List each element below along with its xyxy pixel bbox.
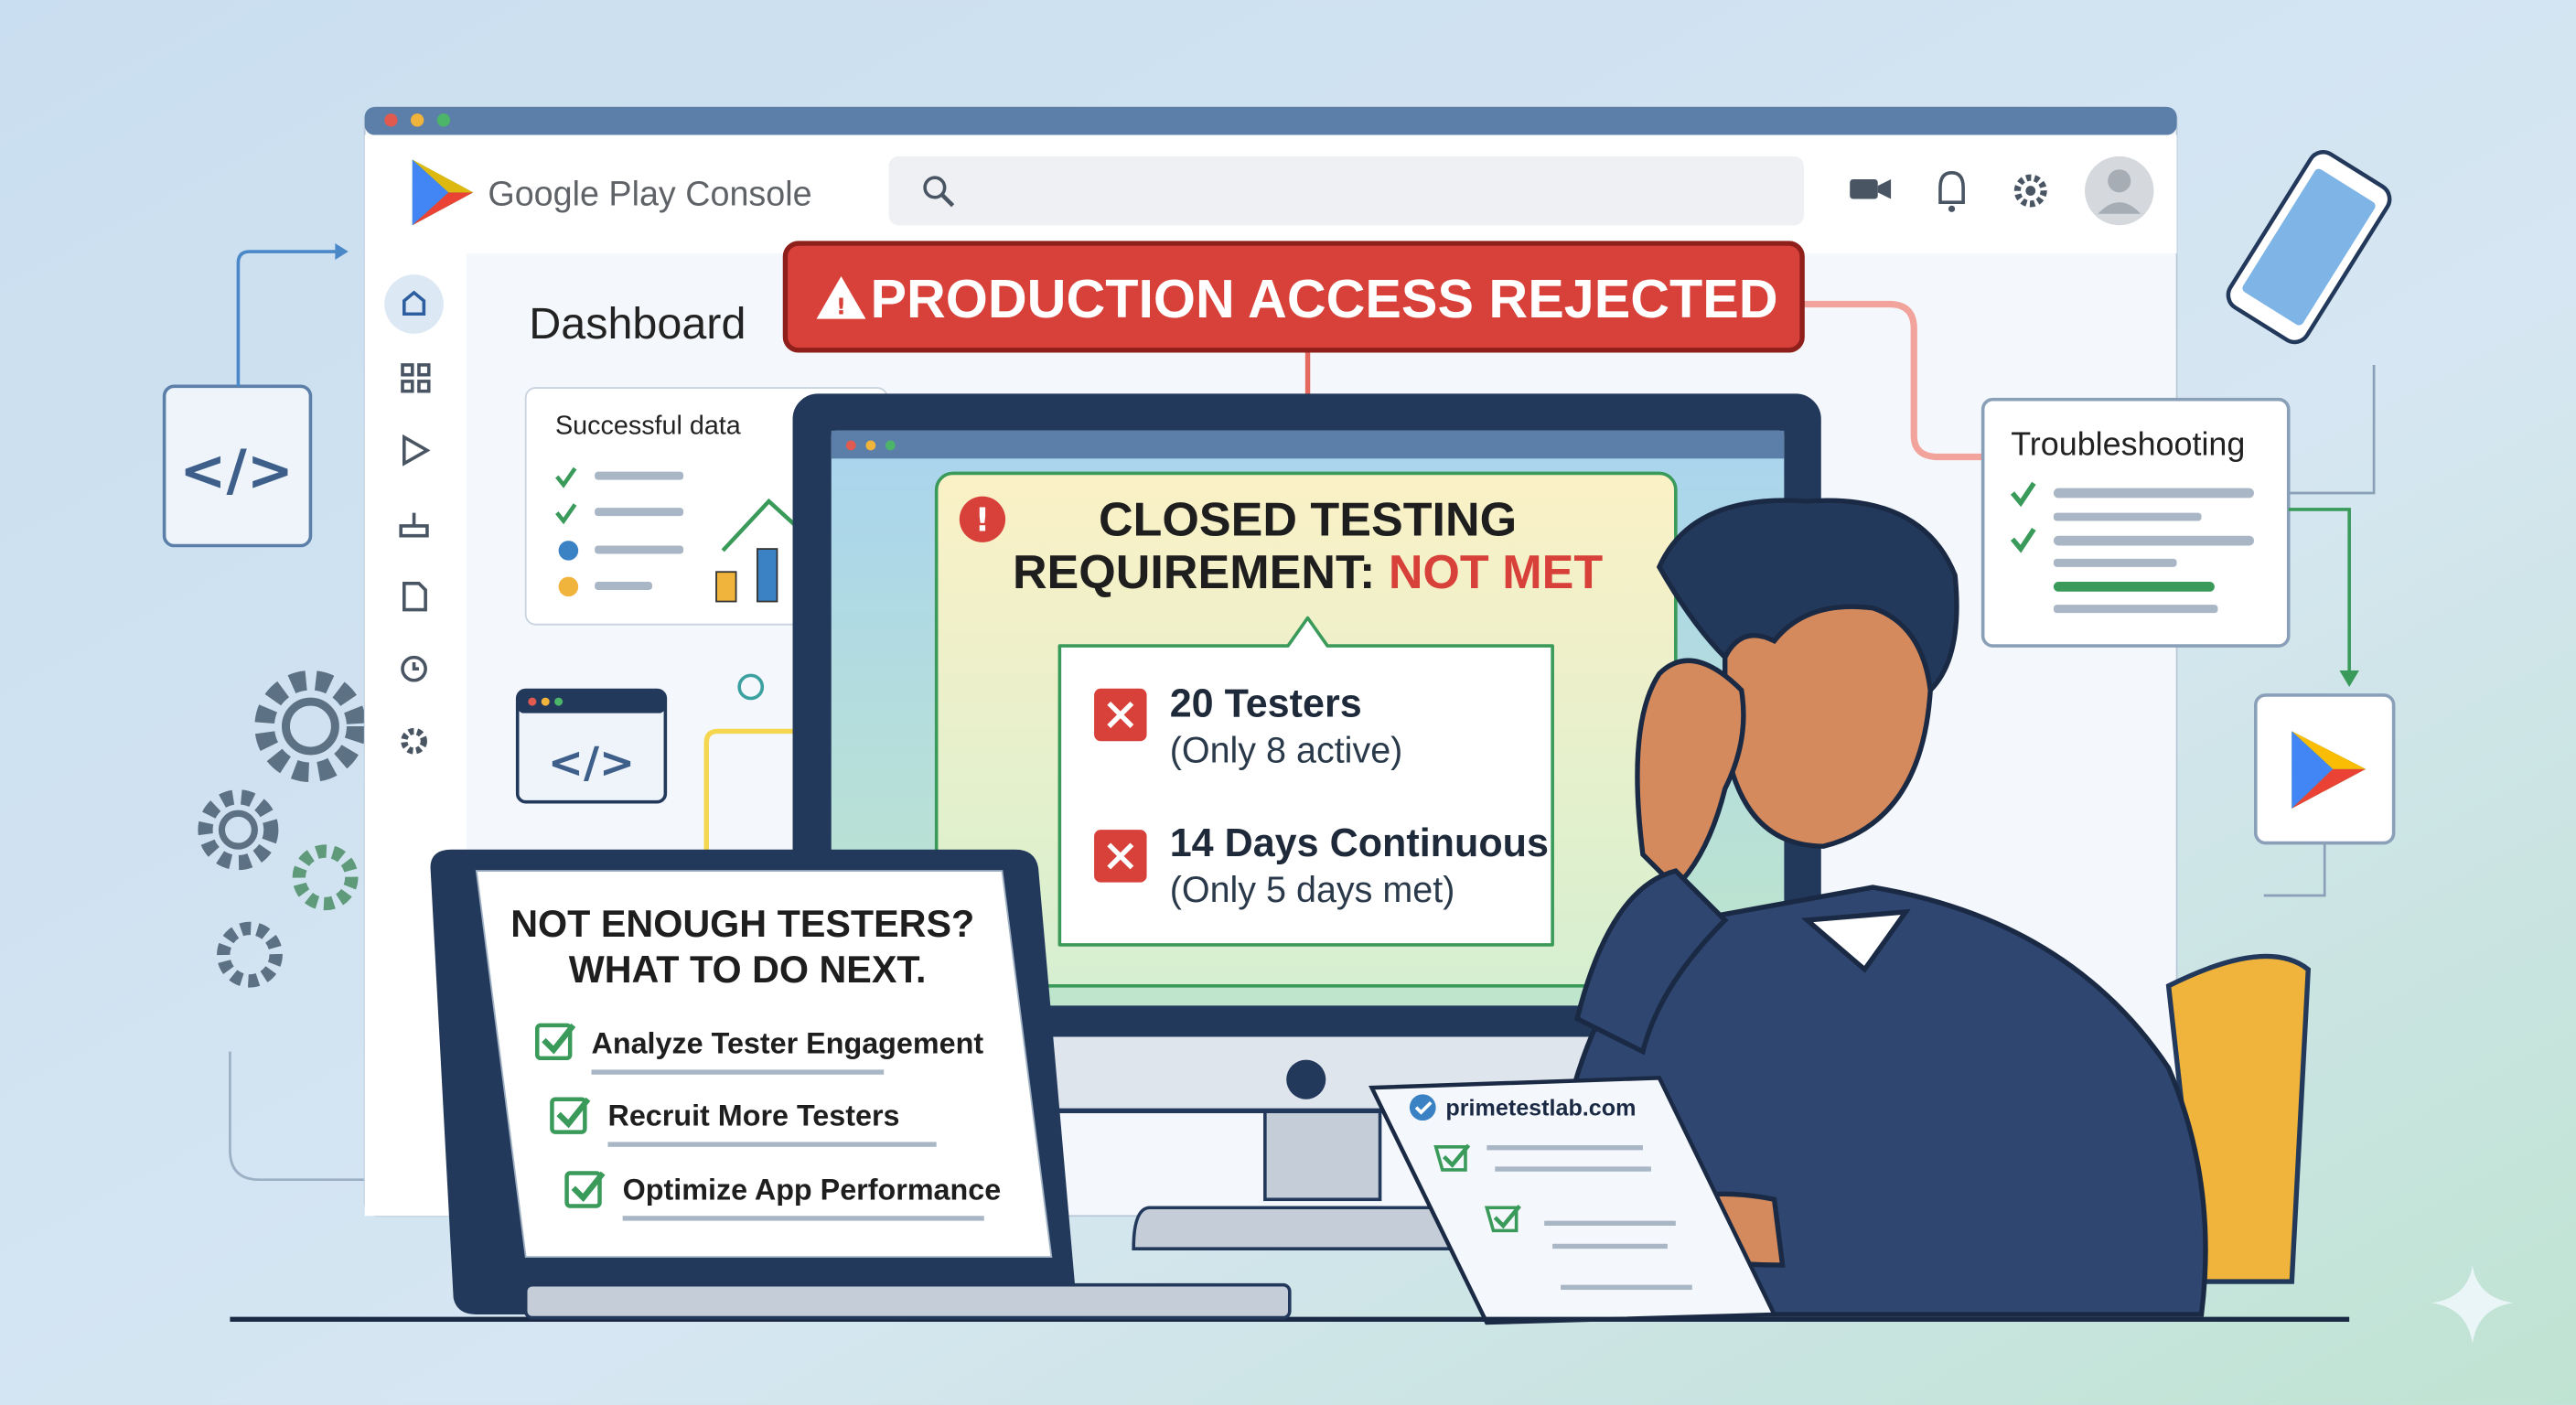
document-icon	[402, 581, 427, 612]
tablet-item-3: Optimize App Performance	[564, 1171, 1002, 1221]
minimize-dot	[410, 113, 424, 127]
check-icon	[2010, 481, 2036, 553]
svg-text:Optimize App Performance: Optimize App Performance	[623, 1173, 1002, 1206]
svg-text:</>: </>	[548, 739, 635, 788]
sparkle-icon	[2431, 1265, 2514, 1345]
paper-site: primetestlab.com	[1445, 1096, 1636, 1121]
tablet-item-1: Analyze Tester Engagement	[535, 1023, 984, 1075]
gear-icon[interactable]	[2013, 174, 2047, 208]
code-card-left: </>	[162, 243, 349, 548]
checklist-paper: primetestlab.com	[1368, 1076, 1778, 1325]
closed-testing-alert: ! CLOSED TESTING REQUIREMENT: NOT MET 20…	[934, 471, 1678, 988]
inbox-icon	[399, 512, 429, 538]
check-icon	[555, 467, 577, 525]
tablet-title-line1: NOT ENOUGH TESTERS?	[510, 903, 974, 945]
sidebar-icons[interactable]	[384, 274, 444, 755]
card-title: Successful data	[555, 411, 741, 440]
svg-text:Recruit More Testers: Recruit More Testers	[607, 1099, 899, 1132]
avatar[interactable]	[2085, 156, 2154, 226]
alert-title-line1: CLOSED TESTING	[1099, 494, 1517, 547]
svg-text:(Only 5 days met): (Only 5 days met)	[1170, 870, 1455, 910]
page-title: Dashboard	[529, 299, 746, 349]
svg-text:Analyze Tester Engagement: Analyze Tester Engagement	[592, 1026, 984, 1059]
maximize-dot	[436, 113, 451, 127]
alert-title-line2: REQUIREMENT:	[1013, 546, 1375, 599]
connector-red-right	[1802, 300, 1983, 461]
bell-icon[interactable]	[1938, 171, 1965, 212]
play-store-card	[2254, 693, 2396, 897]
tablet-title-line2: WHAT TO DO NEXT.	[569, 949, 927, 991]
home-icon	[402, 290, 426, 316]
sidebar-gear-icon	[401, 727, 427, 755]
code-card-small: </>	[515, 673, 765, 804]
play-icon	[402, 434, 431, 467]
tablet-item-2: Recruit More Testers	[550, 1097, 937, 1147]
check-box-icon	[564, 1171, 602, 1208]
app-name: Google Play Console	[488, 175, 811, 213]
close-dot	[384, 113, 398, 127]
warning-icon	[816, 275, 866, 319]
grid-icon	[401, 363, 431, 393]
connector-yellow	[703, 728, 1068, 855]
home-icon-bg	[384, 274, 444, 334]
search-bar[interactable]	[888, 156, 1804, 226]
svg-text:20 Testers: 20 Testers	[1170, 681, 1362, 725]
alert-status: NOT MET	[1389, 546, 1604, 599]
window-title-bar	[364, 106, 2177, 135]
exclamation-icon	[959, 496, 1006, 542]
requirement-testers: 20 Testers (Only 8 active)	[1094, 681, 1403, 771]
troubleshooting-card: Troubleshooting	[1980, 364, 2376, 687]
check-box-icon	[1433, 1145, 1519, 1233]
clock-icon	[401, 655, 427, 682]
svg-text:(Only 8 active): (Only 8 active)	[1170, 731, 1403, 771]
check-box-icon	[550, 1097, 587, 1134]
requirement-days: 14 Days Continuous (Only 5 days met)	[1094, 821, 1549, 910]
check-box-icon	[535, 1023, 573, 1061]
svg-text:PRODUCTION ACCESS REJECTED: PRODUCTION ACCESS REJECTED	[871, 268, 1778, 329]
svg-text:!: !	[836, 293, 846, 319]
production-rejected-banner: ! PRODUCTION ACCESS REJECTED	[782, 241, 1805, 353]
svg-text:Troubleshooting: Troubleshooting	[2011, 425, 2245, 463]
search-icon	[923, 176, 947, 199]
verified-icon	[1409, 1094, 1436, 1121]
svg-text:REQUIREMENT: NOT MET: REQUIREMENT: NOT MET	[1013, 546, 1603, 599]
gear-icons	[198, 670, 370, 1182]
svg-text:</>: </>	[179, 438, 294, 503]
svg-text:!: !	[975, 501, 990, 539]
phone-icon	[2226, 150, 2392, 345]
tablet: NOT ENOUGH TESTERS? WHAT TO DO NEXT. Ana…	[430, 849, 1292, 1320]
svg-text:14 Days Continuous: 14 Days Continuous	[1170, 821, 1549, 865]
